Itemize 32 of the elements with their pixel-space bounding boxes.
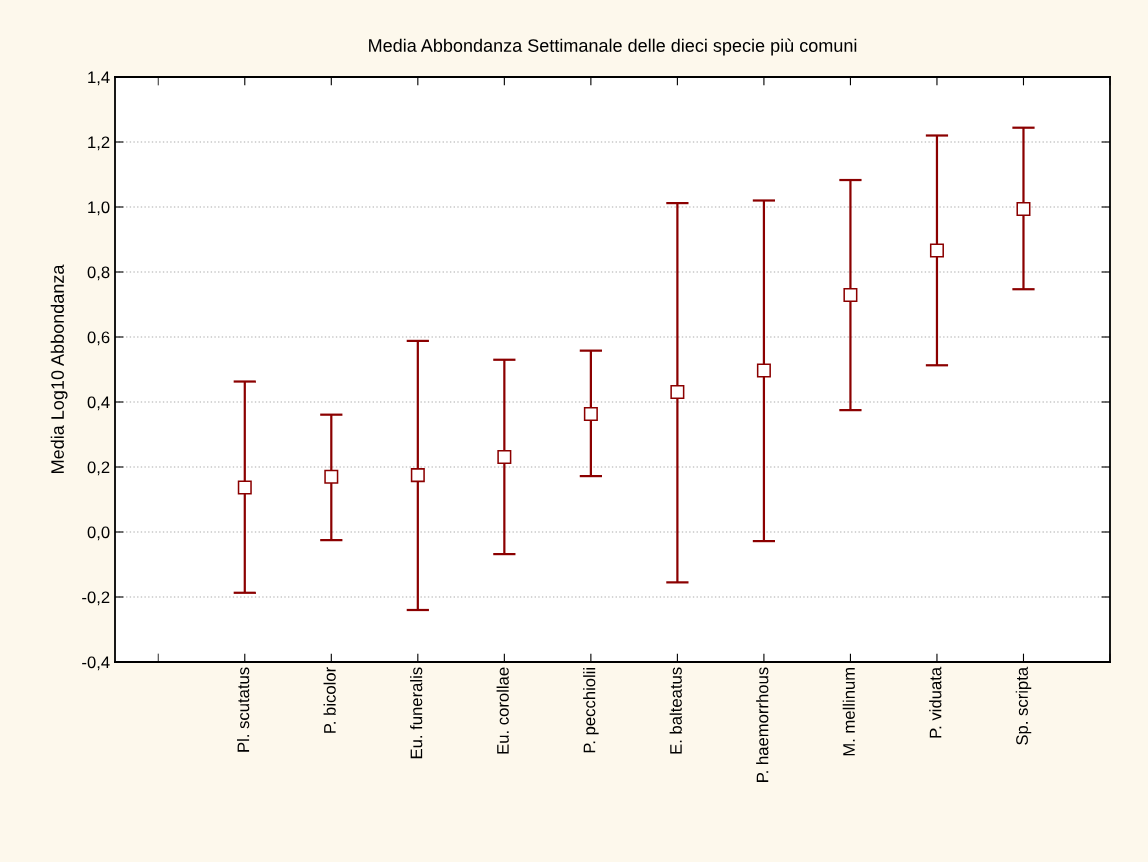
point (583, 407, 598, 422)
y-axis-title: Media Log10 Abbondanza (50, 264, 68, 473)
x-tick-label: Pl. scutatus (237, 667, 250, 752)
point (410, 468, 425, 483)
x-tick-label: Sp. scripta (1015, 666, 1032, 745)
point (497, 449, 512, 464)
y-tick-label: -0,2 (82, 591, 110, 606)
point (929, 243, 944, 258)
point (843, 288, 858, 303)
y-tick-label: 1,0 (88, 201, 110, 216)
chart-title: Media Abbondanza Settimanale delle dieci specie più comuni (369, 38, 857, 56)
x-tick-label: P. pecchiolii (583, 667, 599, 753)
point (756, 363, 771, 378)
y-tick-label: 1,2 (88, 136, 110, 151)
x-tick-label: Eu. funeralis (410, 667, 423, 759)
y-tick-label: 0,2 (87, 461, 110, 476)
y-tick-label: 0,4 (87, 396, 110, 411)
point (237, 480, 252, 495)
x-tick-label: M. mellinum (842, 667, 855, 756)
x-tick-label: P. bicolor (323, 667, 336, 733)
x-tick-label: Eu. corollae (496, 667, 509, 754)
x-tick-label: E. balteatus (669, 667, 682, 754)
y-tick-label: 1,4 (88, 71, 110, 86)
x-tick-label: P. viduata (929, 666, 942, 738)
y-tick-label: 0,6 (87, 331, 110, 346)
point (1016, 201, 1031, 216)
y-tick-label: -0,4 (82, 656, 110, 671)
y-tick-label: 0,8 (87, 266, 110, 281)
x-tick-label: P. haemorrhous (756, 667, 769, 782)
y-tick-label: 0,0 (87, 526, 110, 541)
point (324, 469, 339, 484)
point (670, 384, 685, 399)
